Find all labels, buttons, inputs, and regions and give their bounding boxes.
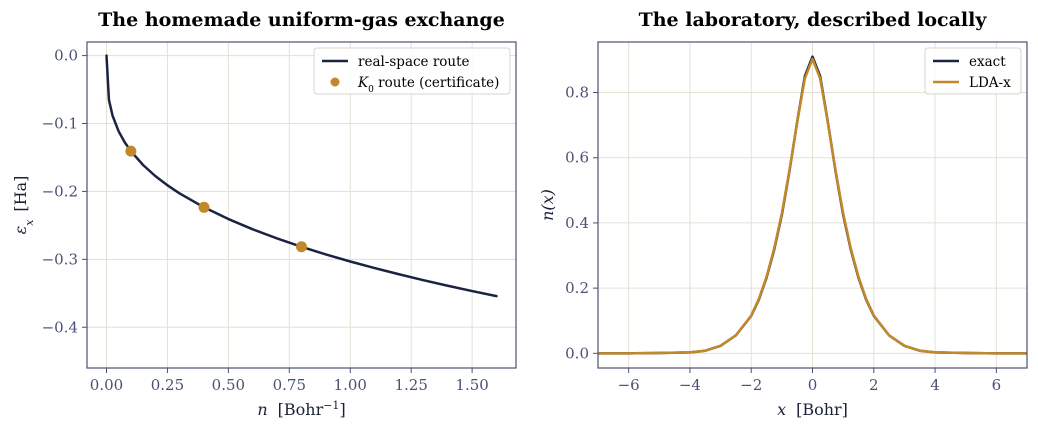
x-tick-label: 4 [930, 376, 940, 394]
y-tick-label: 0.0 [54, 47, 78, 65]
x-axis-variable: x [777, 400, 786, 419]
y-tick-label: 0.2 [565, 279, 589, 297]
y-axis-label: εx [Ha] [11, 176, 36, 235]
x-tick-label: 0.50 [212, 376, 245, 394]
y-tick-label: −0.2 [42, 182, 78, 200]
legend: real-space route K0 route (certificate) [313, 47, 511, 95]
chart-title: The laboratory, described locally [639, 9, 988, 31]
plot-area [105, 54, 498, 298]
legend-label-subscript: 0 [368, 85, 374, 95]
chart-title: The homemade uniform-gas exchange [98, 9, 505, 31]
legend-label: real-space route [358, 54, 470, 70]
x-axis-unit-exponent: −1 [323, 399, 339, 412]
legend: exact LDA-x [924, 47, 1022, 95]
axes-frame [86, 41, 517, 369]
x-tick-label: 2 [869, 376, 879, 394]
gridlines [87, 42, 516, 368]
y-tick-label: −0.1 [42, 115, 78, 133]
y-tick-label: 0.6 [565, 149, 589, 167]
y-axis-variable: n(x) [538, 189, 557, 221]
y-axis-subscript: x [23, 219, 36, 226]
series-line-lda-x [598, 57, 1027, 355]
data-point [296, 241, 307, 253]
x-tick-label: −4 [679, 376, 701, 394]
x-tick-label: 0.25 [151, 376, 184, 394]
data-point [198, 201, 210, 213]
x-tick-label: 0.00 [90, 376, 123, 394]
x-tick-label: −6 [618, 376, 640, 394]
y-tick-label: −0.4 [42, 318, 78, 336]
data-point [125, 145, 137, 157]
legend-label: LDA-x [969, 75, 1011, 91]
x-tick-label: −2 [740, 376, 762, 394]
y-axis-label: n(x) [538, 189, 557, 221]
x-axis-label: n [Bohr−1] [257, 399, 345, 420]
legend-label-symbol: K [357, 75, 369, 91]
legend-label-rest: route (certificate) [374, 75, 500, 91]
y-tick-label: 0.8 [565, 84, 589, 102]
legend-box [313, 47, 511, 95]
plot-area [598, 55, 1027, 355]
legend-label: exact [969, 54, 1006, 70]
y-tick-label: 0.4 [565, 214, 589, 232]
legend-label: K0 route (certificate) [357, 75, 499, 95]
x-axis-label: x [Bohr] [777, 400, 848, 419]
series-line-real-space-route [105, 54, 498, 298]
x-tick-label: 1.25 [394, 376, 427, 394]
y-axis-unit: [Ha] [11, 176, 30, 212]
x-tick-label: 1.50 [455, 376, 488, 394]
x-axis-unit: [Bohr] [796, 400, 848, 419]
x-axis-unit: [Bohr [278, 400, 324, 419]
legend-marker-swatch [330, 77, 340, 87]
x-tick-label: 0.75 [273, 376, 306, 394]
x-axis-unit-close: ] [339, 400, 345, 419]
x-tick-label: 1.00 [334, 376, 367, 394]
y-tick-label: −0.3 [42, 250, 78, 268]
y-tick-label: 0.0 [565, 344, 589, 362]
left-chart-panel: 0.00 0.25 0.50 0.75 1.00 1.25 1.50 0.0 −0.1 −0.2 −… [11, 9, 517, 420]
right-chart-panel: −6 −4 −2 0 2 4 6 0.0 0.2 0.4 0.6 0.8 The laboratory,… [538, 9, 1028, 419]
x-axis-variable: n [257, 400, 267, 419]
x-tick-label: 6 [992, 376, 1002, 394]
y-axis-variable: ε [11, 226, 30, 235]
x-tick-label: 0 [808, 376, 818, 394]
